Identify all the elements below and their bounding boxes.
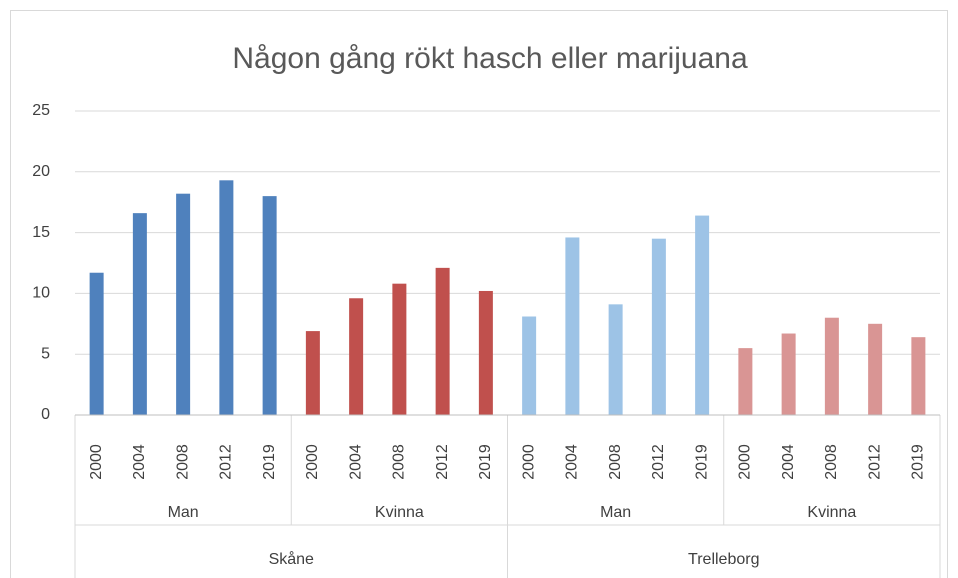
bar: [262, 196, 277, 415]
group-label: Kvinna: [375, 504, 424, 521]
x-tick-label: 2008: [174, 444, 191, 480]
region-label: Trelleborg: [688, 551, 759, 568]
bar: [176, 193, 191, 415]
x-tick-label: 2012: [218, 444, 235, 480]
bar: [89, 272, 104, 415]
bar: [305, 331, 320, 415]
x-tick-label: 2008: [607, 444, 624, 480]
bar: [608, 304, 623, 415]
y-tick-label: 25: [32, 102, 50, 119]
x-tick-label: 2008: [823, 444, 840, 480]
chart-title: Någon gång rökt hasch eller marijuana: [232, 42, 748, 75]
bar: [522, 316, 537, 415]
x-tick-label: 2004: [780, 444, 797, 480]
bar: [911, 337, 926, 415]
x-tick-label: 2004: [131, 444, 148, 480]
bar: [349, 298, 364, 415]
x-tick-label: 2019: [477, 444, 494, 480]
x-tick-label: 2000: [304, 444, 321, 480]
bar: [565, 237, 580, 415]
x-tick-label: 2004: [564, 444, 581, 480]
bar: [824, 317, 839, 415]
bar: [392, 283, 407, 415]
bar: [868, 323, 883, 415]
group-label: Man: [600, 504, 631, 521]
bar: [651, 238, 666, 415]
y-tick-label: 10: [32, 285, 50, 302]
x-tick-label: 2000: [520, 444, 537, 480]
bar: [695, 215, 710, 415]
y-tick-label: 0: [41, 406, 50, 423]
bar: [781, 333, 796, 415]
bar: [219, 180, 234, 415]
bar: [478, 290, 493, 415]
group-label: Kvinna: [807, 504, 856, 521]
x-tick-label: 2012: [866, 444, 883, 480]
x-tick-label: 2019: [261, 444, 278, 480]
bar: [738, 348, 753, 415]
bar: [132, 213, 147, 415]
region-label: Skåne: [269, 550, 314, 568]
y-tick-label: 20: [32, 163, 50, 180]
x-tick-label: 2000: [88, 444, 105, 480]
x-tick-label: 2012: [650, 444, 667, 480]
x-tick-label: 2004: [347, 444, 364, 480]
y-tick-label: 15: [32, 224, 50, 241]
bar: [435, 267, 450, 415]
x-tick-label: 2019: [910, 444, 927, 480]
x-tick-label: 2000: [737, 444, 754, 480]
x-tick-label: 2008: [391, 444, 408, 480]
x-tick-label: 2012: [434, 444, 451, 480]
group-label: Man: [168, 504, 199, 521]
x-tick-label: 2019: [693, 444, 710, 480]
y-tick-label: 5: [41, 345, 50, 362]
